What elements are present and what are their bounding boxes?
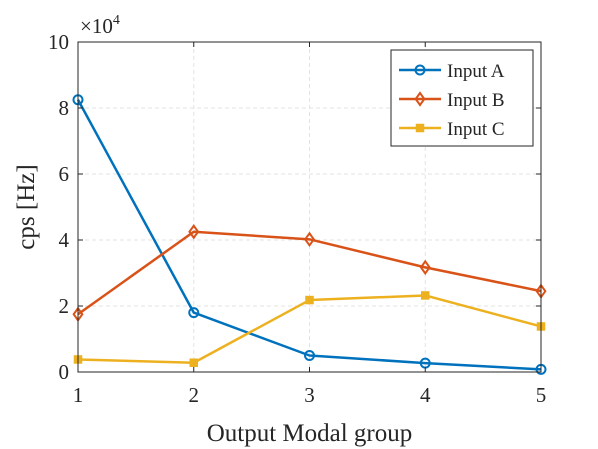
- legend-label: Input B: [447, 90, 505, 111]
- y-axis-label: cps [Hz]: [13, 164, 40, 249]
- y-exponent-label: ×104: [80, 13, 120, 38]
- data-point-marker: [188, 307, 200, 319]
- data-point-marker: [303, 231, 316, 248]
- x-tick-label: 3: [304, 383, 315, 407]
- series-line: [76, 99, 542, 371]
- legend-label: Input C: [447, 119, 505, 140]
- tick-labels: 1 2 3 4 5 0 2 4 6 8 10: [48, 30, 546, 407]
- legend-swatch-marker: [415, 123, 425, 133]
- legend-entry-input-b: Input B: [399, 90, 505, 111]
- y-tick-label: 10: [48, 30, 69, 54]
- data-point-marker: [421, 291, 430, 300]
- data-point-marker: [304, 350, 315, 361]
- tick-marks: [77, 41, 542, 373]
- y-tick-label: 2: [59, 294, 70, 318]
- legend-entry-input-a: Input A: [399, 61, 505, 82]
- data-point-marker: [305, 295, 314, 305]
- x-tick-label: 2: [189, 383, 200, 407]
- data-point-marker: [189, 358, 198, 368]
- legend: Input A Input B Input C: [390, 49, 534, 147]
- legend-label: Input A: [447, 61, 505, 82]
- x-tick-label: 5: [536, 383, 547, 407]
- legend-swatch-marker: [414, 64, 426, 76]
- y-tick-label: 0: [59, 360, 70, 384]
- y-tick-label: 4: [59, 228, 70, 252]
- y-tick-label: 6: [59, 162, 70, 186]
- data-point-marker: [188, 224, 200, 240]
- data-point-marker: [419, 259, 431, 276]
- series-line: [77, 230, 542, 316]
- legend-entry-input-c: Input C: [399, 119, 505, 140]
- y-tick-label: 8: [59, 96, 70, 120]
- legend-swatch-marker: [414, 91, 426, 107]
- x-tick-label: 1: [73, 383, 84, 407]
- x-axis-label: Output Modal group: [207, 420, 413, 447]
- x-tick-label: 4: [420, 383, 431, 407]
